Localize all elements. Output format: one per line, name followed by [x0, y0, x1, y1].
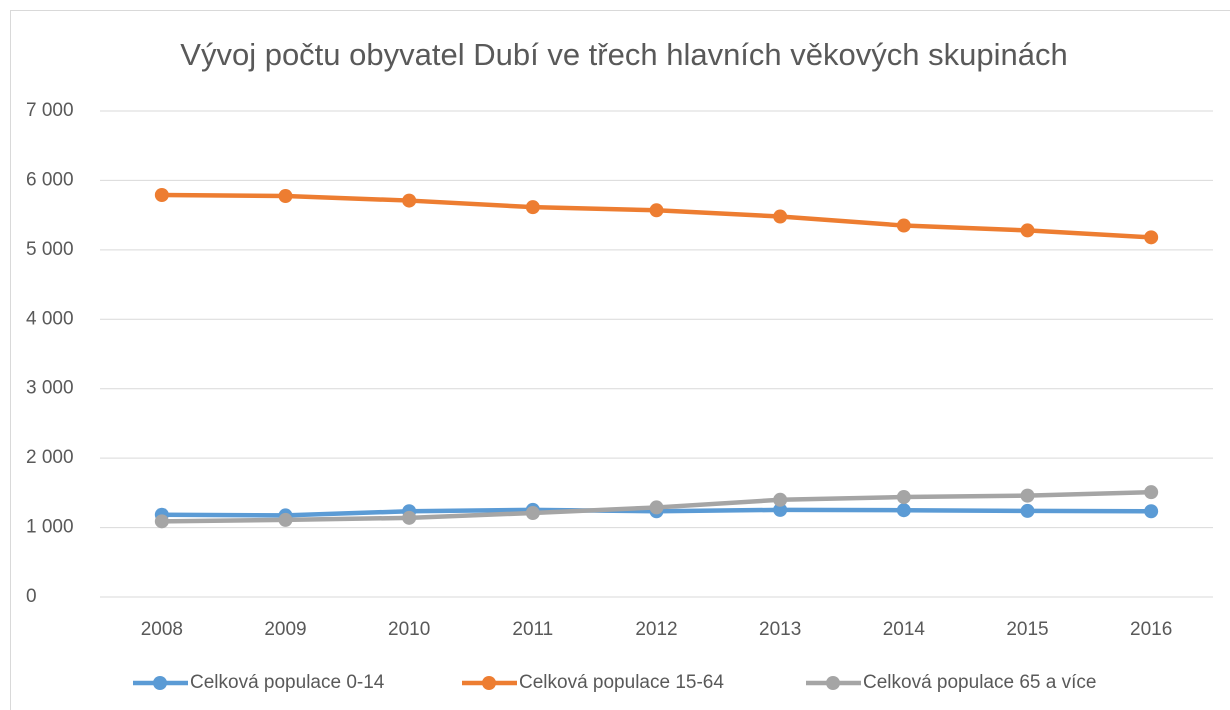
point-marker: [773, 492, 788, 507]
point-marker: [278, 512, 293, 527]
x-tick-label: 2014: [883, 619, 926, 640]
chart-frame: [10, 10, 1230, 710]
legend-marker: [482, 676, 496, 690]
legend-label: Celková populace 65 a více: [863, 672, 1096, 693]
y-tick-label: 7 000: [26, 100, 74, 121]
point-marker: [896, 490, 911, 505]
point-marker: [773, 502, 788, 517]
point-marker: [525, 200, 540, 215]
point-marker: [402, 193, 417, 208]
y-tick-label: 4 000: [26, 308, 74, 329]
point-marker: [1020, 488, 1035, 503]
x-tick-label: 2013: [759, 619, 801, 640]
y-tick-label: 1 000: [26, 517, 74, 538]
y-tick-label: 6 000: [26, 169, 74, 190]
point-marker: [649, 500, 664, 515]
legend-marker: [826, 676, 840, 690]
point-marker: [1144, 485, 1159, 500]
y-tick-label: 5 000: [26, 239, 74, 260]
point-marker: [1020, 223, 1035, 238]
point-marker: [896, 503, 911, 518]
point-marker: [896, 218, 911, 233]
x-tick-label: 2016: [1130, 619, 1172, 640]
x-tick-label: 2015: [1006, 619, 1048, 640]
point-marker: [649, 203, 664, 218]
point-marker: [1144, 230, 1159, 245]
point-marker: [773, 209, 788, 224]
legend-marker: [153, 676, 167, 690]
x-tick-label: 2012: [635, 619, 677, 640]
x-tick-label: 2009: [264, 619, 306, 640]
x-tick-label: 2011: [512, 619, 553, 640]
point-marker: [154, 188, 169, 203]
point-marker: [154, 514, 169, 529]
point-marker: [278, 189, 293, 204]
y-tick-label: 0: [26, 586, 37, 607]
point-marker: [1144, 504, 1159, 519]
y-tick-label: 2 000: [26, 447, 74, 468]
point-marker: [1020, 503, 1035, 518]
y-tick-label: 3 000: [26, 378, 74, 399]
chart-title: Vývoj počtu obyvatel Dubí ve třech hlavn…: [180, 37, 1067, 72]
point-marker: [525, 505, 540, 520]
x-tick-label: 2008: [141, 619, 183, 640]
legend-label: Celková populace 0-14: [190, 672, 385, 693]
x-tick-label: 2010: [388, 619, 430, 640]
legend-label: Celková populace 15-64: [519, 672, 724, 693]
point-marker: [402, 510, 417, 525]
